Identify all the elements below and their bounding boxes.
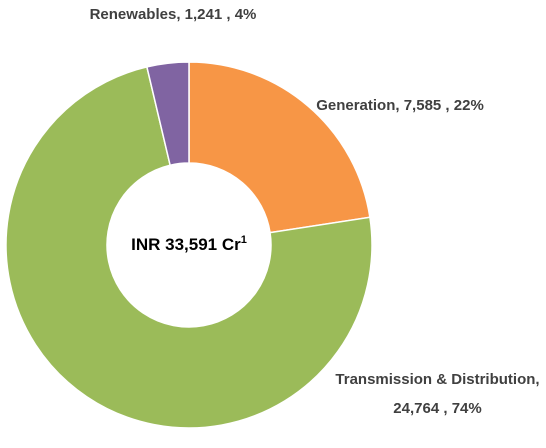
label-value: 7,585 (403, 97, 442, 114)
label-name: Transmission & Distribution (335, 371, 536, 388)
donut-slice (5, 66, 373, 429)
label-name: Generation (316, 97, 396, 114)
center-label: INR 33,591 Cr1 (89, 230, 289, 260)
donut-slice (145, 61, 190, 167)
center-note: 1 (240, 234, 247, 246)
center-text: INR 33,591 Cr (131, 235, 241, 254)
slice-label: Generation, 7,585 , 22% (316, 97, 484, 114)
slice-label: Renewables, 1,241 , 4% (89, 6, 257, 23)
label-percent: 22% (453, 97, 484, 114)
label-value: 24,764 (393, 400, 440, 417)
label-percent: 74% (451, 400, 482, 417)
label-percent: 4% (234, 6, 257, 23)
donut-slice (188, 61, 371, 234)
label-name: Renewables (89, 6, 177, 23)
label-value: 1,241 (184, 6, 223, 23)
slice-label: Transmission & Distribution, 24,764 , 74… (335, 371, 540, 417)
